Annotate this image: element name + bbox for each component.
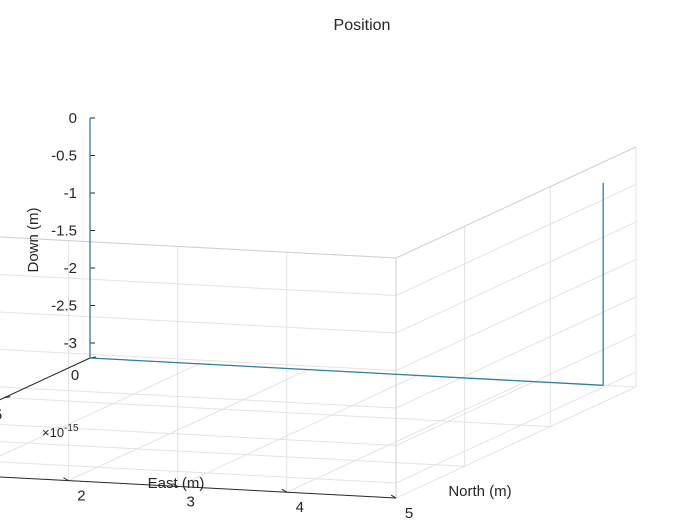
trajectory-segment [89,357,604,386]
box-edge [395,146,637,259]
x-tick-label: 2 [77,488,85,505]
box-edge [0,236,397,259]
grid-line [395,221,637,334]
grid-line [0,273,397,297]
x-axis-line [0,476,397,499]
grid-line [0,461,397,484]
y-axis-line [0,357,91,401]
y-tick-labels: 0-0.5-1 [0,367,79,424]
grid-line [177,374,418,487]
grid-line [0,386,397,409]
y-tick-label: 0 [71,367,79,384]
grid-line [0,441,465,467]
y-exponent-power: -15 [64,423,79,434]
x-axis-label: North (m) [448,483,511,500]
x-tick [172,482,178,487]
grid-line [0,348,397,372]
grid [0,146,637,499]
y-axis-exponent: ×10-15 [42,423,79,440]
y-tick-label: -0.5 [0,407,2,424]
grid-line [395,259,637,371]
grid-line [286,380,528,493]
z-tick-label: -0.5 [51,148,77,165]
x-tick [281,488,288,493]
z-tick-label: -2.5 [51,298,77,315]
grid-line [4,397,551,428]
z-tick-label: -3 [64,335,77,352]
x-tick [63,477,69,482]
y-exponent-base: ×10 [42,425,64,440]
grid-line [0,423,397,447]
chart-title: Position [334,17,391,34]
x-tick-label: 5 [405,505,413,522]
x-tick-labels: 012345 [77,488,413,522]
grid-line [395,296,637,409]
grid-line [395,184,637,296]
z-axis-label: Down (m) [25,207,42,272]
grid-line [395,334,637,446]
grid-line [395,371,637,484]
z-tick-label: -2 [64,260,77,277]
grid-line [0,311,397,334]
x-tick [390,494,397,499]
z-tick-label: -1.5 [51,223,77,240]
z-tick-label: -1 [64,185,77,202]
grid-line [395,386,637,499]
z-tick-label: 0 [69,110,77,127]
y-tick [4,396,11,399]
grid-line [68,369,309,482]
y-axis-label: East (m) [148,475,205,492]
x-tick-label: 3 [186,493,194,510]
series-line [89,118,604,386]
x-tick-label: 4 [296,499,304,516]
grid-line [0,363,200,457]
z-tick-labels: 0 -0.5 -1 -1.5 -2 -2.5 -3 [51,110,77,352]
